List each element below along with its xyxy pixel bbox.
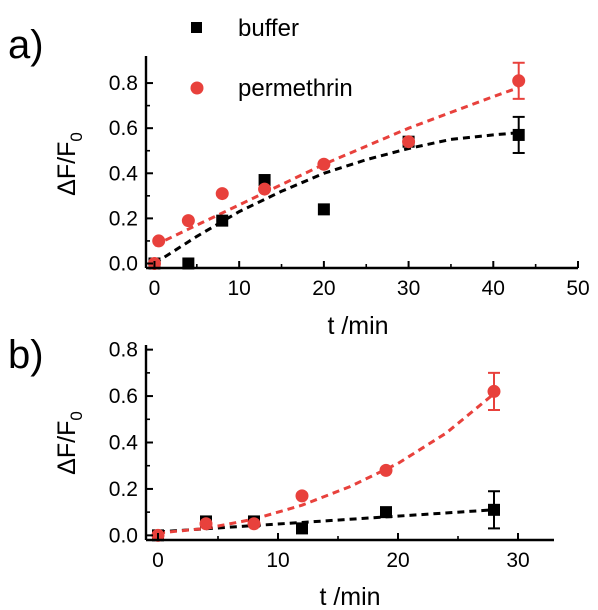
panel-b-point-permethrin	[247, 517, 261, 531]
panel-a-point-buffer	[258, 174, 271, 187]
panel-b-y-tick-label: 0.0	[109, 524, 138, 547]
panel-a-x-tick-label: 40	[482, 277, 505, 300]
panel-b-point-permethrin	[199, 517, 213, 531]
panel-a-point-buffer	[216, 214, 229, 227]
panel-a-y-title: ΔF/F0	[53, 132, 86, 196]
panel-b-y-tick-label: 0.4	[109, 432, 139, 455]
panel-a-label: a)	[8, 23, 44, 67]
panel-a-y-title-sub: 0	[67, 132, 86, 141]
panel-a-x-tick-label: 50	[566, 277, 589, 300]
panel-a-x-tick-label: 30	[397, 277, 420, 300]
panel-a-y-tick-label: 0.2	[109, 207, 138, 230]
plot-a	[147, 61, 526, 270]
legend-marker-buffer	[191, 22, 202, 33]
panel-b-y-tick-label: 0.2	[109, 478, 138, 501]
legend-marker-permethrin	[190, 81, 204, 95]
panel-a-point-buffer	[317, 203, 330, 216]
panel-a-point-permethrin	[152, 234, 166, 248]
panel-a: a) 0 10 20 30 40 50 0.0 0.2 0.4 0.6 0.8 t /min ΔF/…	[8, 15, 590, 340]
panel-a-x-tick-label: 10	[227, 277, 250, 300]
legend-label-buffer: buffer	[238, 15, 299, 42]
panel-b-ticks: 0 10 20 30 0.0 0.2 0.4 0.6 0.8	[109, 339, 530, 572]
panel-a-point-permethrin	[317, 157, 331, 171]
panel-b-y-title: ΔF/F0	[53, 411, 86, 475]
panel-a-y-tick-label: 0.4	[109, 162, 139, 185]
panel-a-x-tick-label: 20	[312, 277, 335, 300]
panel-b-x-title: t /min	[319, 583, 380, 610]
panel-b-point-buffer	[296, 522, 308, 535]
panel-a-y-tick-label: 0.6	[109, 117, 138, 140]
panel-b-point-permethrin	[379, 463, 393, 477]
panel-b-x-tick-label: 30	[506, 549, 529, 572]
legend: buffer permethrin	[190, 15, 353, 102]
panel-b-fit-permethrin	[157, 392, 495, 535]
panel-a-point-permethrin	[181, 214, 195, 228]
panel-b-fit-buffer	[157, 508, 495, 534]
panel-b-y-title-sub: 0	[67, 411, 86, 420]
panel-a-ticks: 0 10 20 30 40 50 0.0 0.2 0.4 0.6 0.8	[109, 72, 590, 300]
panel-a-y-title-main: ΔF/F	[53, 142, 81, 196]
panel-a-x-tick-label: 0	[149, 277, 161, 300]
panel-b-point-permethrin	[295, 489, 309, 503]
panel-a-x-title: t /min	[327, 312, 388, 340]
panel-b-y-tick-label: 0.6	[109, 385, 138, 408]
panel-a-point-permethrin	[512, 74, 526, 88]
plot-b	[151, 371, 501, 542]
panel-a-y-tick-label: 0.8	[109, 72, 138, 95]
panel-a-point-buffer	[512, 128, 525, 141]
panel-b-x-tick-label: 20	[386, 549, 409, 572]
panel-b-y-title-main: ΔF/F	[53, 421, 81, 475]
panel-a-y-tick-label: 0.0	[109, 252, 138, 275]
panel-b: b) 0 10 20 300.00.20.40.60.8 t /min ΔF/F0	[8, 333, 554, 610]
panel-b-point-buffer	[380, 506, 392, 519]
panel-a-point-permethrin	[215, 187, 229, 201]
panel-a-point-permethrin	[402, 135, 416, 149]
panel-a-point-buffer	[182, 257, 195, 270]
panel-a-fit-permethrin	[153, 86, 520, 247]
panel-b-point-permethrin	[487, 384, 501, 398]
panel-a-fit-buffer	[153, 131, 519, 265]
legend-label-permethrin: permethrin	[238, 75, 353, 102]
panel-a-point-permethrin	[258, 182, 272, 196]
panel-b-x-tick-label: 10	[266, 549, 289, 572]
panel-b-y-tick-label: 0.8	[109, 339, 138, 362]
panel-b-label: b)	[8, 333, 44, 377]
panel-b-point-buffer	[488, 503, 500, 516]
panel-b-x-tick-label: 0	[152, 549, 164, 572]
